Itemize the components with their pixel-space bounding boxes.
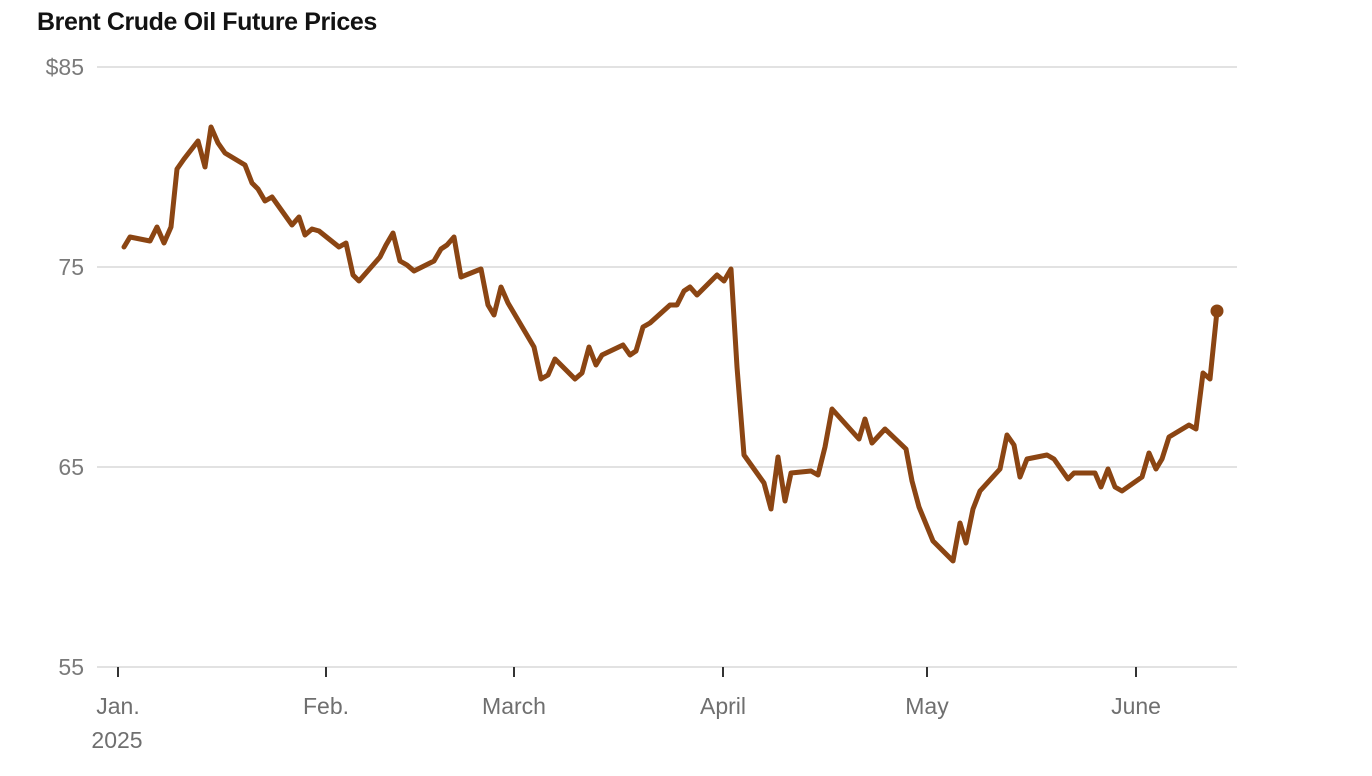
x-tick-label: April — [700, 693, 746, 719]
last-price-marker — [1210, 304, 1224, 318]
y-axis-labels: $85 75 65 55 — [46, 54, 84, 680]
price-line — [121, 124, 1220, 564]
x-axis: Jan. 2025 Feb. March April May June — [91, 667, 1161, 753]
x-tick-label: Jan. — [96, 693, 139, 719]
chart-title: Brent Crude Oil Future Prices — [37, 8, 377, 36]
x-tick-label: May — [905, 693, 949, 719]
y-tick-label: 55 — [58, 654, 84, 680]
x-tick-label: Feb. — [303, 693, 349, 719]
x-tick-sublabel: 2025 — [91, 727, 142, 753]
x-tick-label: March — [482, 693, 546, 719]
y-tick-label: 65 — [58, 454, 84, 480]
gridlines — [97, 66, 1237, 668]
y-tick-label: $85 — [46, 54, 84, 80]
x-tick-label: June — [1111, 693, 1161, 719]
y-tick-label: 75 — [58, 254, 84, 280]
